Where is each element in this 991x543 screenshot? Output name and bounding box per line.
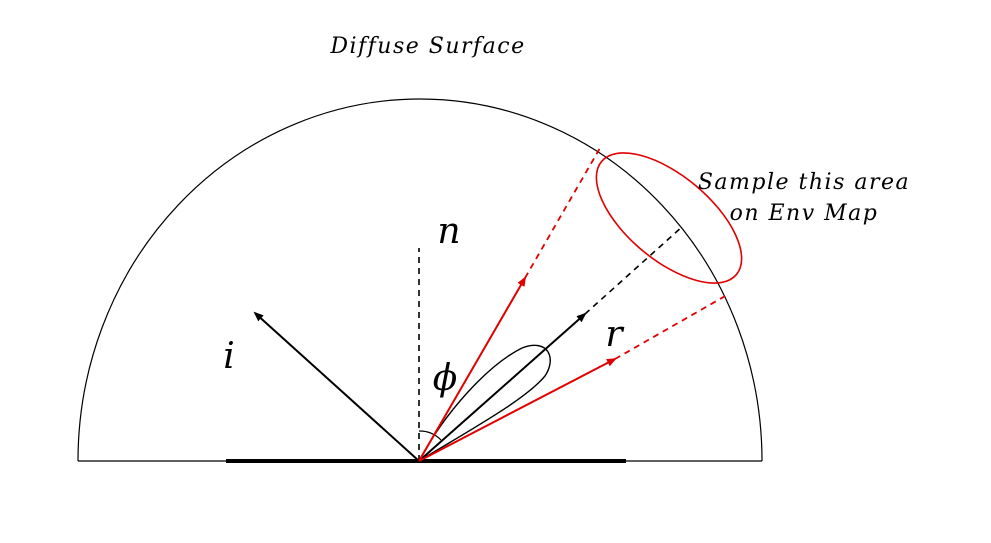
annotation-line-1: Sample this area — [698, 170, 910, 195]
reflected-vector — [418, 312, 587, 462]
diagram-title: Diffuse Surface — [329, 34, 525, 59]
cone-edge-upper — [418, 276, 527, 462]
cone-edge-lower-extension — [614, 294, 728, 360]
incident-label: i — [223, 336, 235, 377]
angle-arc — [418, 430, 442, 441]
normal-label: n — [437, 211, 460, 252]
reflection-lobe — [417, 344, 551, 463]
annotation-line-2: on Env Map — [730, 201, 879, 226]
angle-label: ϕ — [433, 358, 458, 399]
cone-edge-lower — [418, 358, 617, 462]
incident-vector — [253, 311, 420, 462]
reflected-label: r — [605, 314, 624, 355]
reflected-vector-extension — [584, 225, 684, 315]
cone-edge-upper-extension — [524, 147, 601, 279]
hemisphere-outline — [77, 98, 763, 462]
sample-area-ellipse — [595, 152, 743, 284]
